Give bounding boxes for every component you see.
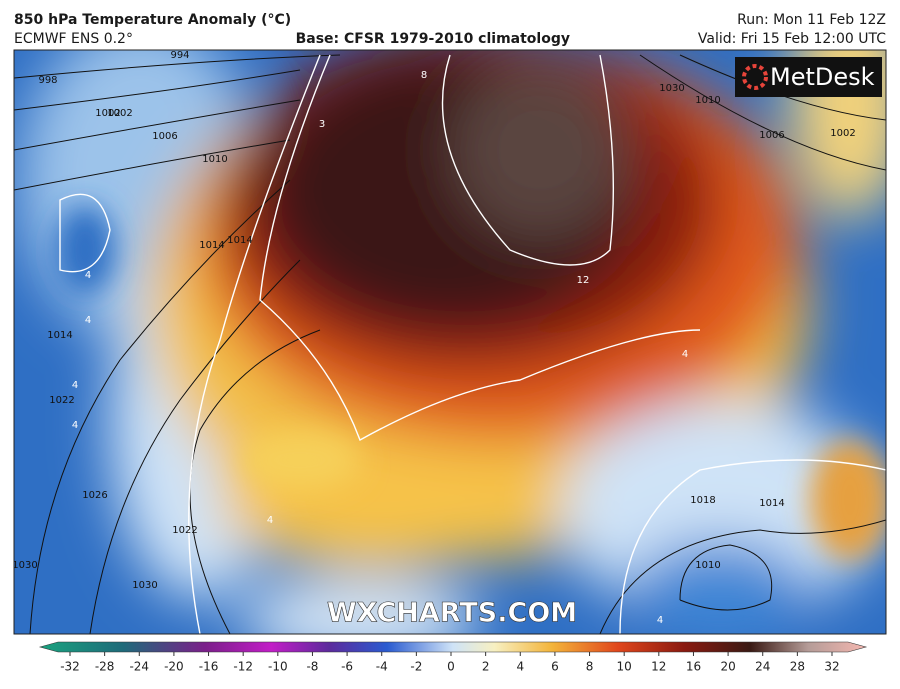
colorbar-tick-label: 12 bbox=[651, 660, 666, 674]
isobar-label: 1014 bbox=[227, 235, 252, 246]
isobar-label: 1010 bbox=[695, 95, 720, 106]
colorbar-tick-label: -10 bbox=[268, 660, 288, 674]
valid: Valid: Fri 15 Feb 12:00 UTC bbox=[698, 31, 886, 47]
anomaly-label: 4 bbox=[72, 380, 78, 391]
isobar-label: 1018 bbox=[690, 495, 715, 506]
run: Run: Mon 11 Feb 12Z bbox=[737, 12, 886, 28]
colorbar-tick-label: 0 bbox=[447, 660, 455, 674]
colorbar-tick-label: 4 bbox=[516, 660, 524, 674]
isobar-label: 1002 bbox=[830, 128, 855, 139]
colorbar-tick-label: 16 bbox=[686, 660, 701, 674]
isobar-label: 1010 bbox=[202, 154, 227, 165]
colorbar-ticks: -32 -28 -24 -20 -16 -12 -10 -8 -6 -4 -2 0 2 4 6 8 10 12 16… bbox=[60, 652, 840, 674]
anomaly-label: 4 bbox=[657, 615, 663, 626]
isobar-label: 1006 bbox=[152, 131, 177, 142]
colorbar-tick-label: 8 bbox=[586, 660, 594, 674]
title: 850 hPa Temperature Anomaly (°C) bbox=[14, 12, 291, 28]
colorbar-tick-label: -4 bbox=[376, 660, 388, 674]
colorbar: -32 -28 -24 -20 -16 -12 -10 -8 -6 -4 -2 0 2 4 6 8 10 12 16… bbox=[38, 641, 868, 674]
colorbar-tick-label: -12 bbox=[233, 660, 253, 674]
colorbar-tick-label: 28 bbox=[790, 660, 805, 674]
colorbar-tick-label: -24 bbox=[129, 660, 149, 674]
colorbar-bar bbox=[38, 641, 868, 653]
anomaly-labels: 8 3 12 4 4 4 4 4 4 4 bbox=[72, 70, 688, 626]
isobar-label: 1002 bbox=[107, 108, 132, 119]
anomaly-label: 4 bbox=[267, 515, 273, 526]
model: ECMWF ENS 0.2° bbox=[14, 31, 133, 47]
colorbar-tick-label: -32 bbox=[60, 660, 80, 674]
colorbar-tick-label: 24 bbox=[755, 660, 770, 674]
colorbar-tick-label: -2 bbox=[410, 660, 422, 674]
colorbar-tick-label: 20 bbox=[720, 660, 735, 674]
map-frame bbox=[13, 49, 887, 635]
isobar-label: 1014 bbox=[47, 330, 72, 341]
isobar-label: 1006 bbox=[759, 130, 784, 141]
colorbar-tick-label: -6 bbox=[341, 660, 353, 674]
map: 994 998 1002 1006 1010 1014 1002 1014 1022 1026 10… bbox=[12, 50, 886, 634]
anomaly-label: 3 bbox=[319, 119, 325, 130]
isobar-label: 1022 bbox=[49, 395, 74, 406]
colorbar-tick-label: 6 bbox=[551, 660, 559, 674]
isobar-label: 1022 bbox=[172, 525, 197, 536]
logo-box bbox=[735, 57, 882, 97]
anomaly-label: 4 bbox=[85, 315, 91, 326]
isobar-labels: 994 998 1002 1006 1010 1014 1002 1014 1022 1026 10… bbox=[12, 50, 856, 591]
colorbar-tick-label: 10 bbox=[617, 660, 632, 674]
anomaly-label: 4 bbox=[85, 270, 91, 281]
isobar-label: 1030 bbox=[12, 560, 37, 571]
colorbar-tick-label: 2 bbox=[482, 660, 490, 674]
anomaly-label: 8 bbox=[421, 70, 427, 81]
anomaly-detail bbox=[55, 205, 886, 560]
logo-icon bbox=[742, 64, 768, 90]
isobar-label: 994 bbox=[170, 50, 189, 61]
isobar-label: 1030 bbox=[659, 83, 684, 94]
base: Base: CFSR 1979-2010 climatology bbox=[296, 31, 570, 47]
isobars bbox=[14, 54, 886, 634]
watermark: WXCHARTS.COM bbox=[327, 598, 577, 629]
anomaly-field bbox=[20, 50, 886, 634]
logo-text: MetDesk bbox=[770, 63, 875, 91]
isobar-label: 1026 bbox=[82, 490, 107, 501]
colorbar-tick-label: 32 bbox=[824, 660, 839, 674]
colorbar-tick-label: -16 bbox=[199, 660, 219, 674]
anomaly-contours bbox=[59, 54, 886, 634]
isobar-label: 1030 bbox=[132, 580, 157, 591]
anomaly-label: 12 bbox=[577, 275, 590, 286]
isobar-label: 1014 bbox=[199, 240, 224, 251]
anomaly-label: 4 bbox=[682, 349, 688, 360]
colorbar-tick-label: -20 bbox=[164, 660, 184, 674]
isobar-label: 998 bbox=[38, 75, 57, 86]
anomaly-label: 4 bbox=[72, 420, 78, 431]
logo: MetDesk bbox=[735, 57, 882, 97]
isobar-label: 1010 bbox=[695, 560, 720, 571]
isobar-label: 1002 bbox=[95, 108, 120, 119]
colorbar-tick-label: -28 bbox=[95, 660, 115, 674]
isobar-label: 1014 bbox=[759, 498, 784, 509]
colorbar-tick-label: -8 bbox=[306, 660, 318, 674]
